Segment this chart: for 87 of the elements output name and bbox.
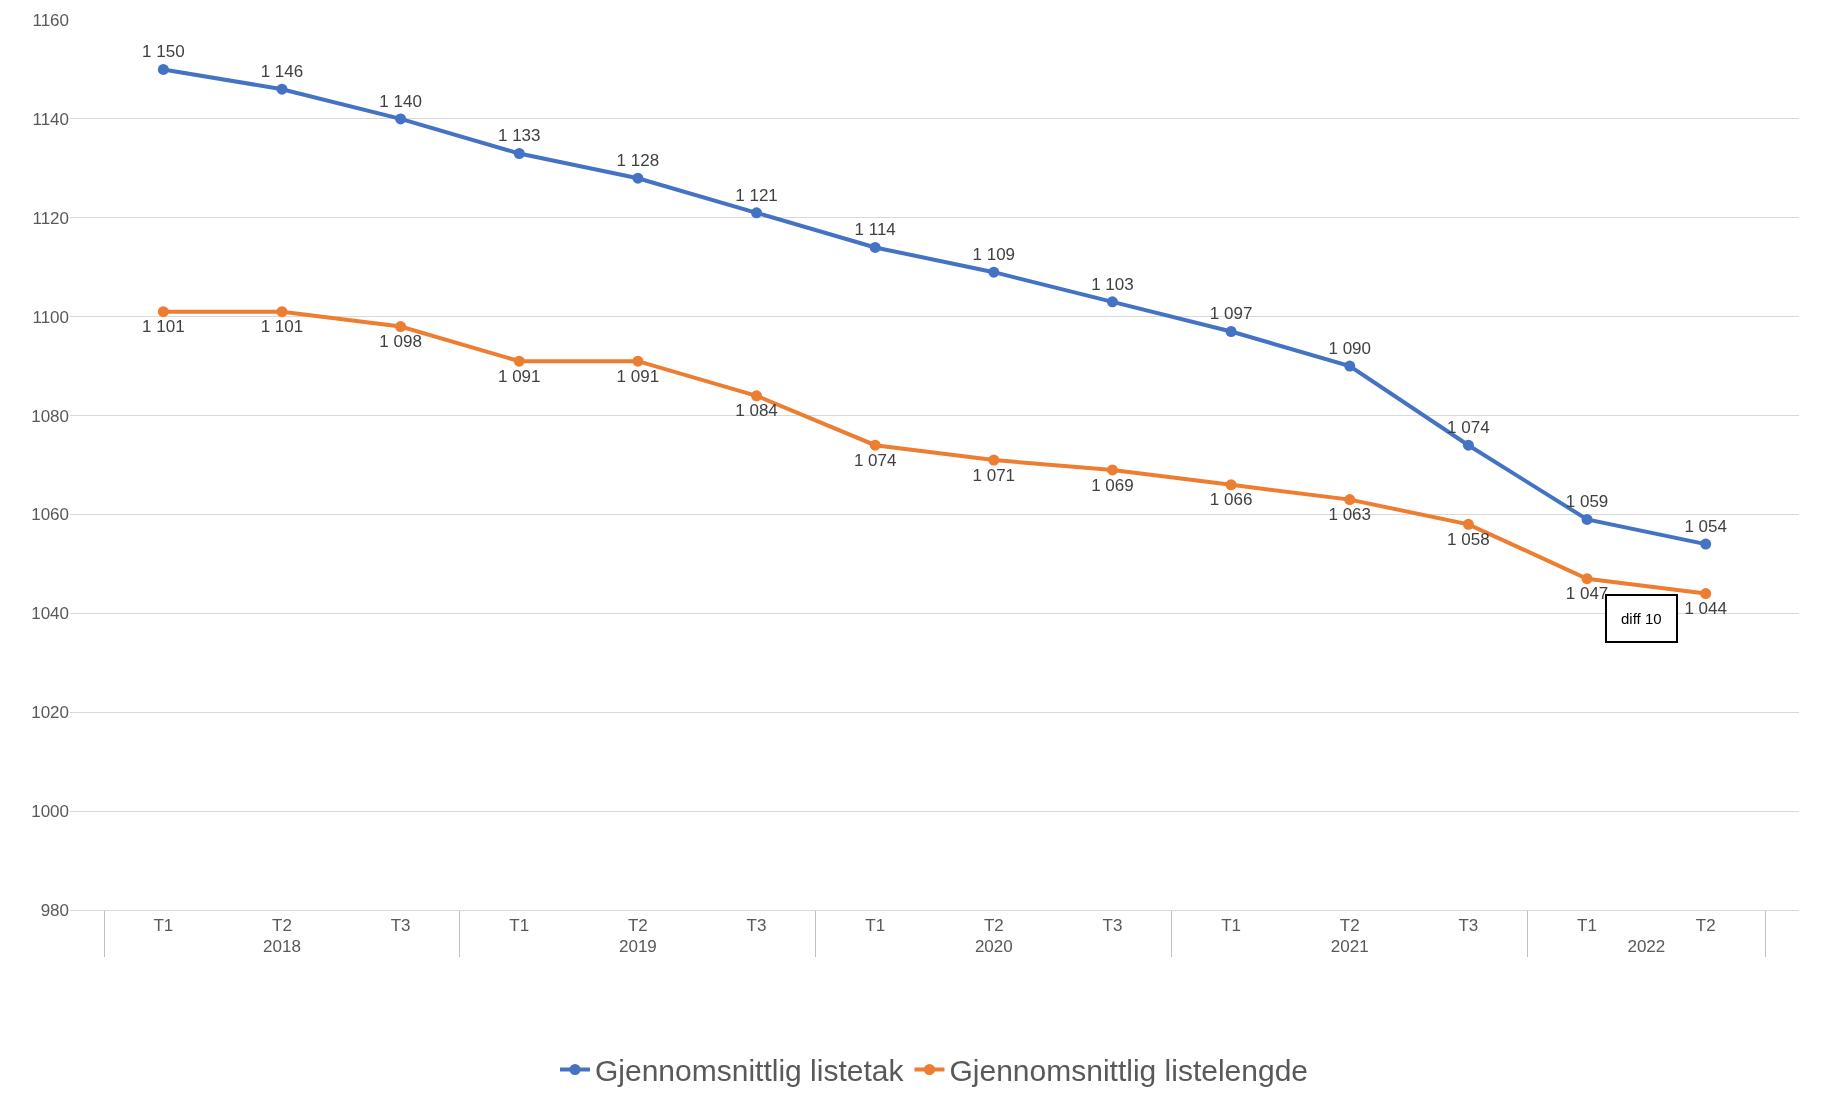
data-label: 1 101 (260, 317, 304, 337)
point (513, 148, 525, 159)
x-tick-label: T3 (1102, 916, 1123, 936)
point (1700, 538, 1712, 550)
x-tick-label: T3 (746, 916, 767, 936)
annotation: diff 10 (1621, 610, 1662, 627)
point (157, 63, 169, 75)
point (395, 113, 407, 125)
y-tick-label: 1080 (31, 406, 69, 426)
point (1106, 296, 1118, 308)
y-tick-label: 1100 (32, 307, 69, 327)
x-tick-label: T3 (1458, 916, 1479, 936)
data-label: 1 084 (735, 401, 778, 421)
y-tick-label: 1060 (31, 505, 69, 525)
point (1106, 464, 1118, 476)
y-tick-label: 1020 (31, 703, 69, 723)
point (157, 306, 169, 318)
x-tick-label: T1 (509, 916, 530, 936)
x-tick-label: T2 (1695, 916, 1716, 936)
data-label: 1 101 (142, 317, 185, 337)
y-tick-label: 980 (40, 900, 69, 920)
text: 2022 (1627, 937, 1666, 957)
data-label: 1 066 (1209, 490, 1253, 510)
x-tick-label: T2 (1339, 916, 1360, 936)
point (988, 454, 1000, 466)
data-label: 1 059 (1565, 492, 1609, 512)
point (632, 172, 644, 184)
data-label: 1 128 (616, 151, 660, 171)
x-tick-label: T1 (865, 916, 886, 936)
data-label: 1 058 (1447, 529, 1490, 549)
point (869, 439, 881, 451)
x-tick-label: T1 (153, 916, 174, 936)
data-label: 1 150 (142, 42, 185, 62)
data-label: 1 047 (1565, 584, 1609, 604)
y-tick-label: 1000 (31, 802, 69, 822)
x-tick-label: T2 (983, 916, 1004, 936)
point (751, 390, 763, 402)
data-label: 1 133 (497, 126, 541, 146)
point (1700, 588, 1712, 600)
x-tick-label: T1 (1577, 916, 1597, 936)
data-label: 1 098 (379, 332, 422, 352)
data-label: 1 091 (616, 366, 660, 386)
point (1581, 513, 1593, 525)
data-label: 1 071 (972, 465, 1016, 485)
x-tick-label: T3 (390, 916, 411, 936)
data-label: 1 146 (260, 62, 304, 82)
data-label: 1 063 (1328, 505, 1372, 525)
x-tick-label: T2 (272, 916, 292, 936)
point (1581, 573, 1593, 585)
point (276, 306, 288, 318)
point (513, 355, 525, 367)
point (395, 321, 407, 333)
text: 2021 (1330, 937, 1369, 957)
y-tick-label: 1140 (32, 109, 69, 129)
y-tick-label: 1040 (31, 604, 69, 624)
point (869, 241, 881, 253)
data-label: 1 140 (379, 91, 422, 111)
data-label: 1 074 (853, 450, 897, 470)
y-tick-label: 1120 (32, 208, 69, 228)
data-label: 1 090 (1328, 338, 1372, 358)
text: 2018 (263, 937, 301, 957)
point (1344, 360, 1356, 372)
point (1225, 479, 1237, 491)
legend-label: Gjennomsnittlig listetak (595, 1054, 905, 1088)
text: 2019 (618, 937, 657, 957)
point (751, 207, 763, 219)
point (1462, 518, 1474, 530)
point (276, 83, 288, 95)
point (988, 266, 1000, 278)
x-tick-label: T2 (627, 916, 648, 936)
data-label: 1 091 (497, 366, 541, 386)
data-label: 1 054 (1684, 516, 1727, 536)
point (1344, 494, 1356, 506)
data-label: 1 069 (1091, 475, 1134, 495)
x-tick-label: T1 (1221, 916, 1242, 936)
data-label: 1 121 (735, 185, 778, 205)
data-label: 1 103 (1091, 274, 1134, 294)
data-label: 1 097 (1209, 304, 1253, 324)
point (1225, 326, 1237, 337)
data-label: 1 114 (854, 220, 896, 240)
text: 2020 (974, 937, 1013, 957)
data-label: 1 044 (1684, 599, 1727, 619)
y-tick-label: 1160 (32, 10, 69, 30)
point (1462, 439, 1474, 451)
legend-label: Gjennomsnittlig listelengde (949, 1054, 1309, 1088)
data-label: 1 109 (972, 245, 1016, 265)
point (632, 355, 644, 367)
